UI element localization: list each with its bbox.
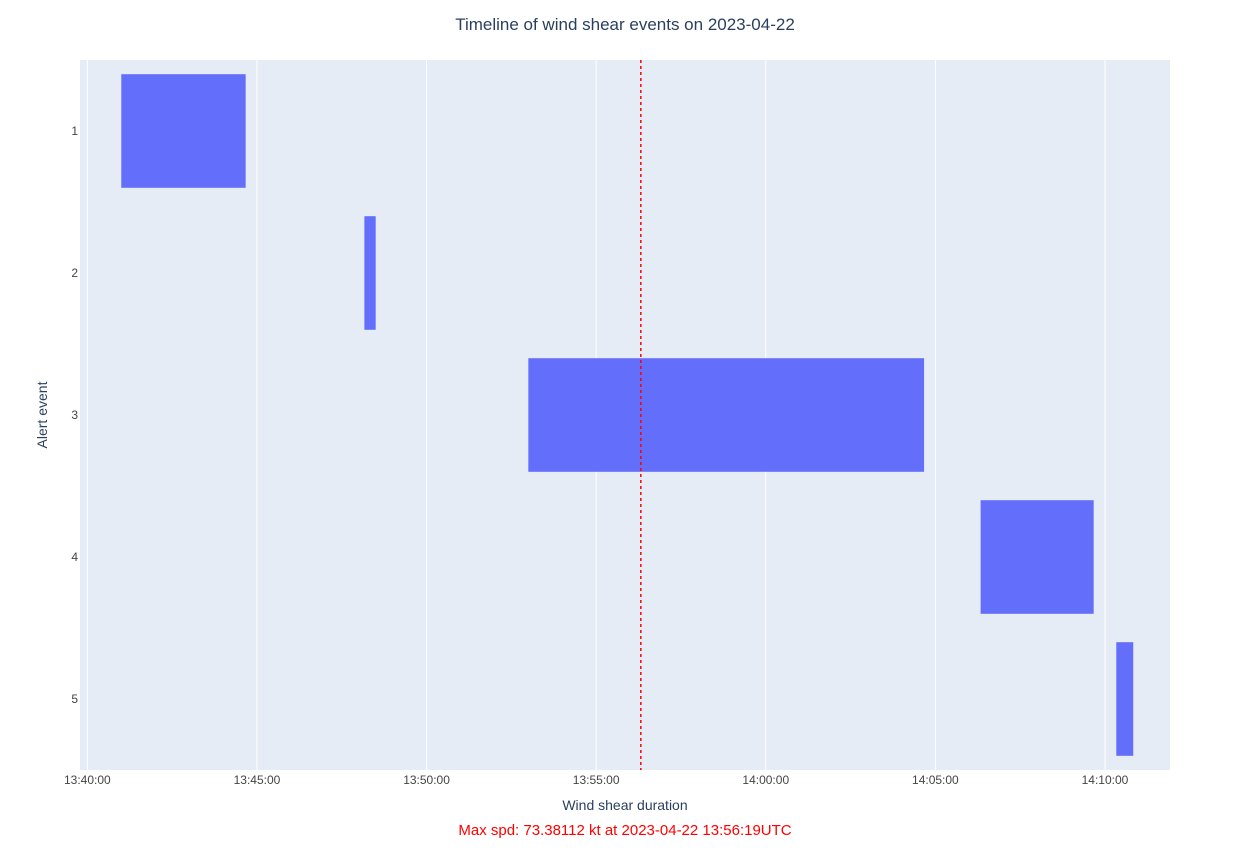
event-bar-4 (980, 500, 1094, 614)
y-axis-title: Alert event (34, 381, 50, 448)
chart-title: Timeline of wind shear events on 2023-04… (455, 15, 795, 34)
y-axis-ticks: 1 2 3 4 5 (71, 124, 78, 706)
x-tick-label: 13:40:00 (64, 773, 111, 787)
x-axis-title: Wind shear duration (562, 797, 687, 813)
x-tick-label: 13:45:00 (234, 773, 281, 787)
event-bar-2 (364, 216, 376, 330)
y-tick-label: 5 (71, 692, 78, 706)
x-tick-label: 14:10:00 (1082, 773, 1129, 787)
y-tick-label: 3 (71, 408, 78, 422)
y-tick-label: 1 (71, 124, 78, 138)
y-tick-label: 4 (71, 550, 78, 564)
event-bar-1 (121, 74, 246, 188)
event-bar-3 (528, 358, 925, 472)
max-speed-annotation: Max spd: 73.38112 kt at 2023-04-22 13:56… (458, 822, 791, 839)
x-tick-label: 14:00:00 (742, 773, 789, 787)
x-tick-label: 14:05:00 (912, 773, 959, 787)
x-tick-label: 13:55:00 (573, 773, 620, 787)
event-bar-5 (1116, 642, 1134, 756)
y-tick-label: 2 (71, 266, 78, 280)
grid-lines (86, 60, 1106, 770)
x-axis-ticks: 13:40:00 13:45:00 13:50:00 13:55:00 14:00:00… (64, 773, 1129, 787)
event-bars (121, 74, 1134, 756)
x-tick-label: 13:50:00 (403, 773, 450, 787)
